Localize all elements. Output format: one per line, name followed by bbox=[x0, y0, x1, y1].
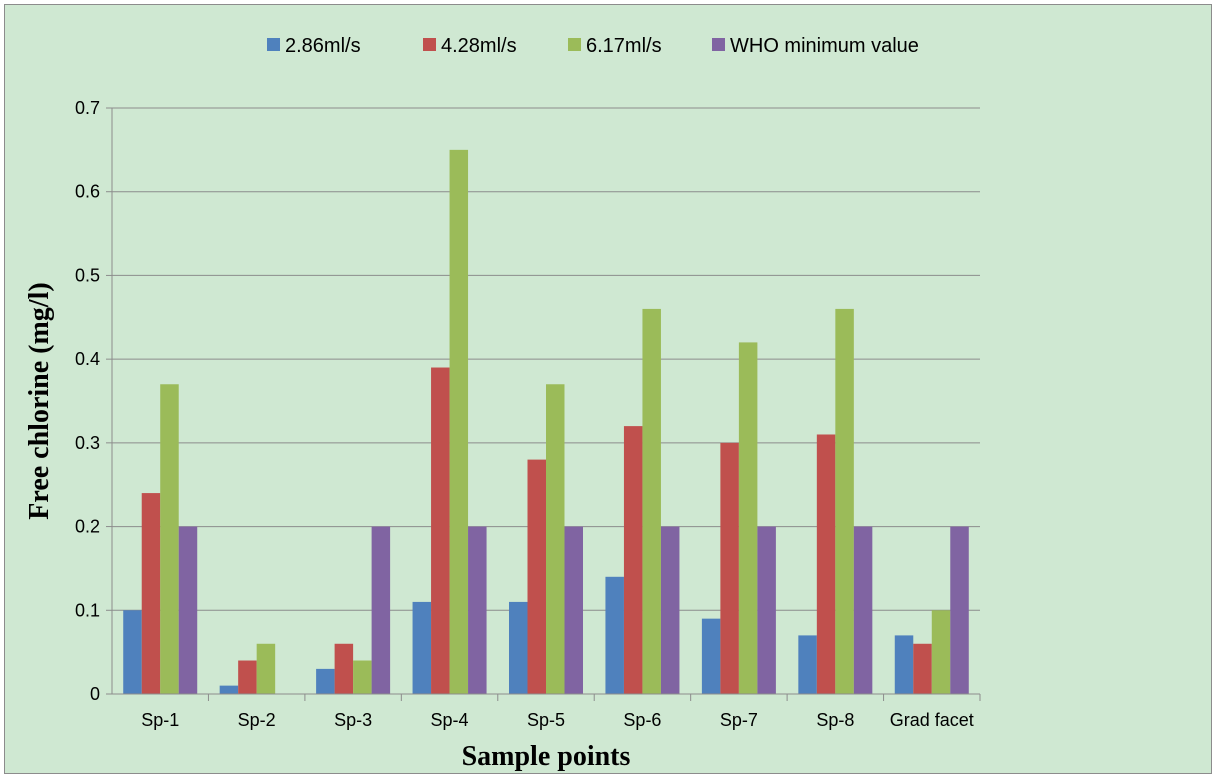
bar bbox=[564, 526, 583, 694]
y-tick-label: 0.6 bbox=[75, 182, 100, 202]
bar bbox=[238, 660, 257, 694]
legend-label: WHO minimum value bbox=[730, 35, 919, 57]
legend-label: 4.28ml/s bbox=[441, 35, 517, 57]
legend-swatch bbox=[423, 38, 436, 51]
bar bbox=[835, 308, 854, 694]
bar bbox=[757, 526, 776, 694]
y-tick-label: 0.2 bbox=[75, 517, 100, 537]
bar bbox=[412, 601, 432, 694]
y-tick-label: 0.4 bbox=[75, 349, 100, 369]
legend: 2.86ml/s 4.28ml/s 6.17ml/s WHO minimum valu… bbox=[267, 35, 919, 57]
bar bbox=[509, 601, 528, 694]
bar bbox=[931, 610, 951, 694]
bar bbox=[353, 660, 372, 694]
bar bbox=[816, 434, 836, 694]
y-tick-label: 0.5 bbox=[75, 265, 100, 285]
bar bbox=[950, 526, 969, 694]
x-tick-label: Sp-2 bbox=[238, 710, 276, 730]
axes bbox=[111, 108, 981, 701]
bar bbox=[660, 526, 680, 694]
x-tick-label: Sp-7 bbox=[720, 710, 758, 730]
bar bbox=[798, 635, 817, 694]
y-tick-label: 0.1 bbox=[75, 600, 100, 620]
bar bbox=[334, 643, 354, 694]
x-tick-label: Sp-6 bbox=[623, 710, 661, 730]
x-tick-label: Sp-4 bbox=[431, 710, 469, 730]
x-tick-label: Sp-1 bbox=[141, 710, 179, 730]
bar bbox=[219, 685, 239, 694]
bar bbox=[605, 576, 624, 694]
bar bbox=[123, 610, 142, 694]
bar bbox=[371, 526, 391, 694]
bar bbox=[623, 426, 643, 694]
bars bbox=[123, 149, 969, 694]
bar bbox=[720, 442, 739, 694]
x-tick-label: Sp-8 bbox=[816, 710, 854, 730]
bar bbox=[449, 149, 469, 694]
bar bbox=[160, 384, 179, 694]
y-tick-label: 0.7 bbox=[75, 98, 100, 118]
bar bbox=[894, 635, 914, 694]
bar bbox=[853, 526, 873, 694]
y-tick-labels: 0 0.1 0.2 0.3 0.4 0.5 0.6 0.7 bbox=[75, 98, 100, 704]
bar bbox=[256, 643, 276, 694]
legend-label: 2.86ml/s bbox=[285, 35, 361, 57]
legend-swatch bbox=[267, 38, 280, 51]
bar bbox=[141, 493, 161, 694]
bar bbox=[468, 526, 487, 694]
bar bbox=[431, 367, 450, 694]
bar bbox=[701, 618, 721, 694]
x-tick-label: Sp-5 bbox=[527, 710, 565, 730]
x-tick-label: Sp-3 bbox=[334, 710, 372, 730]
y-tick-label: 0.3 bbox=[75, 433, 100, 453]
bar bbox=[738, 342, 758, 694]
y-axis-title: Free chlorine (mg/l) bbox=[24, 282, 55, 519]
y-tick-label: 0 bbox=[90, 684, 100, 704]
bar bbox=[546, 384, 565, 694]
legend-label: 6.17ml/s bbox=[586, 35, 662, 57]
x-tick-labels: Sp-1 Sp-2 Sp-3 Sp-4 Sp-5 Sp-6 Sp-7 Sp-8 Grad fac… bbox=[141, 710, 974, 730]
bar bbox=[316, 668, 335, 694]
bar bbox=[178, 526, 198, 694]
bar bbox=[527, 459, 546, 694]
legend-swatch bbox=[712, 38, 725, 51]
x-tick-label: Grad facet bbox=[890, 710, 974, 730]
bar bbox=[642, 308, 661, 694]
x-axis-title: Sample points bbox=[462, 741, 631, 772]
legend-swatch bbox=[568, 38, 581, 51]
bar bbox=[913, 643, 932, 694]
